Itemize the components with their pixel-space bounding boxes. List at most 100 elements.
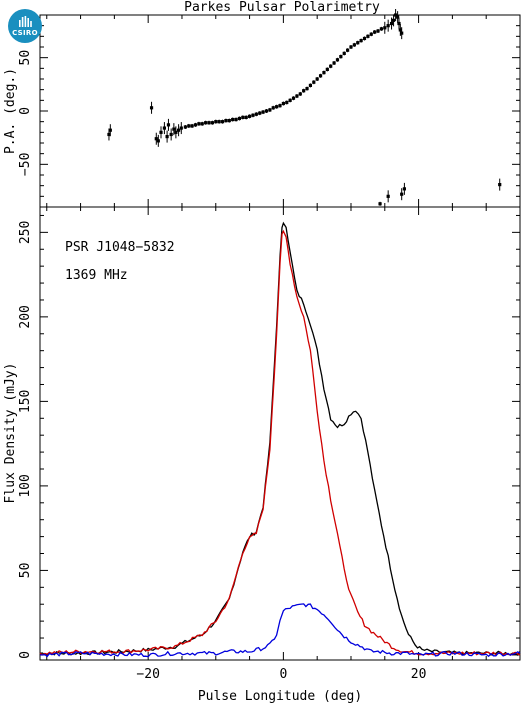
- pa-points-layer: [107, 9, 502, 206]
- pa-point: [224, 118, 228, 123]
- flux-y-tick-label: 150: [18, 390, 33, 413]
- pa-point: [281, 101, 285, 106]
- pa-point: [325, 67, 329, 72]
- pa-point: [207, 120, 211, 125]
- pa-y-tick-label: 0: [18, 107, 33, 115]
- csiro-logo-mark: [19, 16, 32, 27]
- pa-point: [359, 38, 363, 43]
- pa-point: [156, 134, 160, 147]
- flux-series-layer: [39, 221, 521, 658]
- pa-point: [165, 130, 169, 143]
- pa-point: [322, 70, 326, 75]
- pa-point: [197, 121, 201, 126]
- pa-point: [172, 123, 176, 136]
- pa-point: [376, 29, 380, 33]
- flux-y-tick-label: 0: [18, 651, 33, 659]
- pa-point: [356, 40, 360, 45]
- pa-point: [271, 105, 275, 110]
- pa-point: [298, 91, 302, 96]
- flux-y-tick-label: 200: [18, 305, 33, 328]
- pa-point: [352, 42, 356, 47]
- pa-y-tick-label: 50: [18, 50, 33, 66]
- pa-point: [149, 101, 154, 114]
- pa-point: [379, 26, 384, 31]
- x-tick-label: −20: [136, 667, 159, 682]
- flux-series-line-0: [39, 221, 521, 656]
- pa-point: [227, 118, 231, 123]
- flux-y-tick-label: 250: [18, 221, 33, 244]
- pa-point: [312, 80, 316, 85]
- pa-point: [258, 111, 262, 116]
- pa-point: [288, 98, 292, 103]
- pa-point: [187, 123, 191, 128]
- pa-point: [214, 119, 218, 124]
- flux-y-axis-label: Flux Density (mJy): [3, 363, 18, 504]
- pa-point: [159, 126, 163, 139]
- pa-point: [342, 51, 346, 56]
- pa-point: [200, 121, 204, 126]
- pa-point: [329, 64, 333, 69]
- pa-point: [179, 122, 183, 135]
- pa-point: [108, 124, 112, 137]
- pa-point: [220, 119, 225, 124]
- pa-point: [397, 17, 401, 30]
- pa-point: [278, 103, 282, 108]
- pa-point: [302, 88, 306, 93]
- pa-y-tick-label: −50: [18, 153, 33, 176]
- flux-panel-frame: [39, 206, 521, 661]
- pa-point: [366, 34, 370, 39]
- pa-point: [391, 14, 396, 27]
- pa-point: [254, 112, 258, 117]
- pa-point: [251, 113, 255, 118]
- pa-point: [244, 115, 248, 120]
- chart-title: Parkes Pulsar Polarimetry: [184, 0, 380, 15]
- flux-y-tick-label: 100: [18, 474, 33, 497]
- pa-point: [190, 123, 194, 128]
- pa-point: [169, 128, 173, 141]
- pa-point: [349, 45, 353, 49]
- flux-series-line-1: [39, 229, 521, 656]
- pa-point: [231, 117, 235, 122]
- pa-point: [193, 122, 198, 127]
- pa-point: [318, 73, 323, 78]
- pa-point: [346, 48, 350, 53]
- pa-panel-frame: [39, 14, 521, 208]
- pa-point: [369, 32, 373, 37]
- pa-point: [261, 110, 265, 115]
- pa-point: [332, 61, 336, 65]
- pa-point: [339, 54, 343, 59]
- pa-axis-ticks: −50 0 50: [18, 15, 521, 207]
- pa-point: [396, 11, 400, 24]
- pa-point: [204, 120, 208, 125]
- pa-point: [247, 114, 252, 119]
- pa-y-axis-label: P.A. (deg.): [3, 68, 18, 154]
- pa-point: [264, 109, 269, 113]
- x-tick-label: 0: [279, 667, 287, 682]
- pulsar-name-annotation: PSR J1048−5832: [65, 240, 175, 255]
- csiro-logo: CSIRO: [8, 9, 42, 43]
- pa-point: [386, 19, 390, 32]
- pa-point: [241, 115, 245, 120]
- pa-point: [162, 122, 166, 135]
- pa-point: [154, 132, 158, 145]
- pa-point: [383, 21, 387, 34]
- flux-y-tick-label: 50: [18, 563, 33, 579]
- flux-series-line-2: [39, 603, 521, 658]
- pa-point: [498, 178, 502, 191]
- pa-point: [237, 116, 242, 121]
- pa-point: [394, 9, 398, 21]
- pa-point: [389, 17, 394, 30]
- pa-point: [285, 100, 289, 105]
- pa-point: [234, 117, 238, 122]
- pa-point: [166, 118, 171, 131]
- pa-point: [176, 124, 181, 137]
- x-axis-label: Pulse Longitude (deg): [198, 689, 362, 704]
- pa-point: [362, 36, 367, 41]
- pa-point: [305, 86, 309, 91]
- pa-point: [400, 27, 404, 40]
- pa-point: [308, 83, 313, 88]
- pa-point: [295, 94, 299, 99]
- pa-point: [402, 182, 406, 195]
- pa-point: [291, 96, 296, 101]
